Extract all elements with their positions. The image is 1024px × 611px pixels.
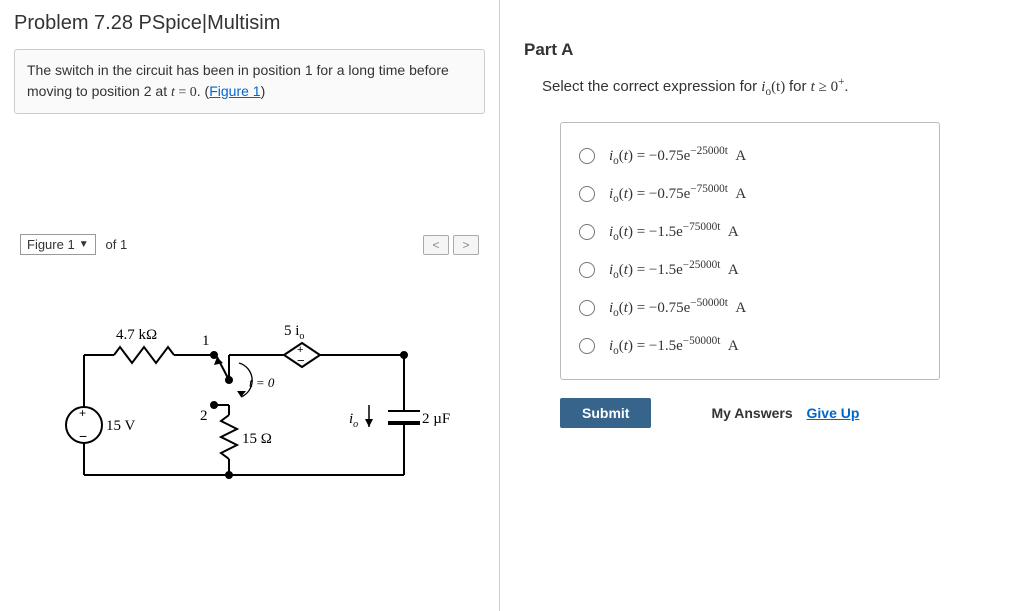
svg-text:−: − [297, 353, 305, 368]
ccvs-label: 5 io [284, 323, 304, 342]
answer-expression-0: io(t) = −0.75e−25000t A [609, 145, 746, 167]
give-up-link[interactable]: Give Up [807, 405, 860, 421]
circuit-diagram: + − [14, 315, 485, 495]
pos1-label: 1 [202, 333, 210, 349]
answer-option-0[interactable]: io(t) = −0.75e−25000t A [579, 137, 921, 175]
switch-t0: t = 0 [249, 375, 275, 390]
answer-option-1[interactable]: io(t) = −0.75e−75000t A [579, 175, 921, 213]
answer-links: My Answers Give Up [711, 405, 859, 421]
problem-suffix: . ( [197, 83, 209, 99]
part-a-prompt: Select the correct expression for io(t) … [542, 76, 1000, 98]
submit-button[interactable]: Submit [560, 398, 651, 428]
svg-text:+: + [79, 406, 86, 420]
figure-link[interactable]: Figure 1 [209, 83, 260, 99]
prev-figure-button[interactable]: < [423, 235, 449, 255]
right-pane: Part A Select the correct expression for… [500, 0, 1024, 611]
svg-text:−: − [79, 428, 87, 444]
submit-row: Submit My Answers Give Up [560, 398, 1000, 428]
r2-label: 15 Ω [242, 431, 272, 447]
left-pane: Problem 7.28 PSpice|Multisim The switch … [0, 0, 500, 611]
answer-radio-1[interactable] [579, 186, 595, 202]
circuit-svg: + − [44, 315, 464, 495]
problem-statement: The switch in the circuit has been in po… [14, 49, 485, 114]
answer-options: io(t) = −0.75e−25000t A io(t) = −0.75e−75… [560, 122, 940, 380]
figure-select-group: Figure 1 ▼ of 1 [20, 234, 127, 255]
answer-radio-4[interactable] [579, 300, 595, 316]
answer-expression-4: io(t) = −0.75e−50000t A [609, 297, 746, 319]
cap-label: 2 µF [422, 411, 450, 427]
answer-expression-2: io(t) = −1.5e−75000t A [609, 221, 739, 243]
figure-count: of 1 [106, 237, 128, 252]
answer-option-4[interactable]: io(t) = −0.75e−50000t A [579, 289, 921, 327]
pos2-label: 2 [200, 408, 208, 424]
answer-expression-5: io(t) = −1.5e−50000t A [609, 335, 739, 357]
vsrc-label: 15 V [106, 418, 135, 434]
chevron-down-icon: ▼ [79, 239, 89, 250]
answer-radio-0[interactable] [579, 148, 595, 164]
answer-radio-2[interactable] [579, 224, 595, 240]
part-a-title: Part A [524, 40, 1000, 60]
answer-expression-1: io(t) = −0.75e−75000t A [609, 183, 746, 205]
next-figure-button[interactable]: > [453, 235, 479, 255]
my-answers-label: My Answers [711, 405, 792, 421]
equation-t0: t = 0 [171, 85, 197, 100]
answer-radio-3[interactable] [579, 262, 595, 278]
answer-option-5[interactable]: io(t) = −1.5e−50000t A [579, 327, 921, 365]
answer-radio-5[interactable] [579, 338, 595, 354]
problem-title: Problem 7.28 PSpice|Multisim [14, 12, 485, 35]
figure-dropdown[interactable]: Figure 1 ▼ [20, 234, 96, 255]
answer-option-2[interactable]: io(t) = −1.5e−75000t A [579, 213, 921, 251]
problem-end: ) [261, 83, 266, 99]
io-label: io [349, 411, 358, 430]
figure-dropdown-label: Figure 1 [27, 237, 75, 252]
figure-toolbar: Figure 1 ▼ of 1 < > [14, 234, 485, 255]
answer-option-3[interactable]: io(t) = −1.5e−25000t A [579, 251, 921, 289]
r1-label: 4.7 kΩ [116, 327, 157, 343]
figure-nav: < > [423, 235, 479, 255]
answer-expression-3: io(t) = −1.5e−25000t A [609, 259, 739, 281]
